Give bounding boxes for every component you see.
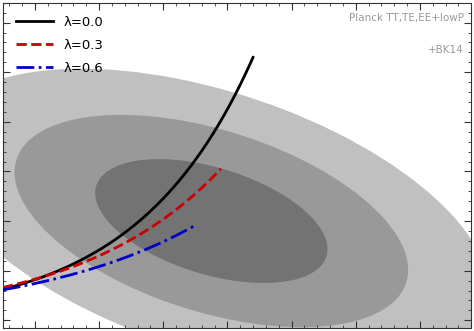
Ellipse shape <box>15 115 408 327</box>
Text: Planck TT,TE,EE+lowP: Planck TT,TE,EE+lowP <box>349 13 464 23</box>
Legend: λ=0.0, λ=0.3, λ=0.6: λ=0.0, λ=0.3, λ=0.6 <box>9 9 110 81</box>
Ellipse shape <box>0 69 474 331</box>
Ellipse shape <box>95 159 328 283</box>
Text: +BK14: +BK14 <box>428 45 464 55</box>
